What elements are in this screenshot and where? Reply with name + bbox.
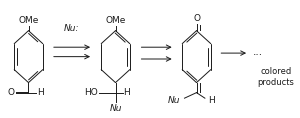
Text: O: O — [193, 14, 200, 23]
Text: OMe: OMe — [18, 17, 39, 25]
Text: Nu: Nu — [109, 104, 122, 113]
Text: Nu:: Nu: — [64, 24, 80, 33]
Text: H: H — [124, 88, 130, 97]
Text: ...: ... — [253, 47, 263, 57]
Text: colored
products: colored products — [258, 67, 294, 87]
Text: H: H — [37, 88, 44, 97]
Text: Nu: Nu — [167, 96, 180, 105]
Text: O: O — [8, 88, 14, 97]
Text: HO: HO — [84, 88, 98, 97]
Text: H: H — [208, 96, 215, 105]
Text: OMe: OMe — [105, 16, 126, 25]
